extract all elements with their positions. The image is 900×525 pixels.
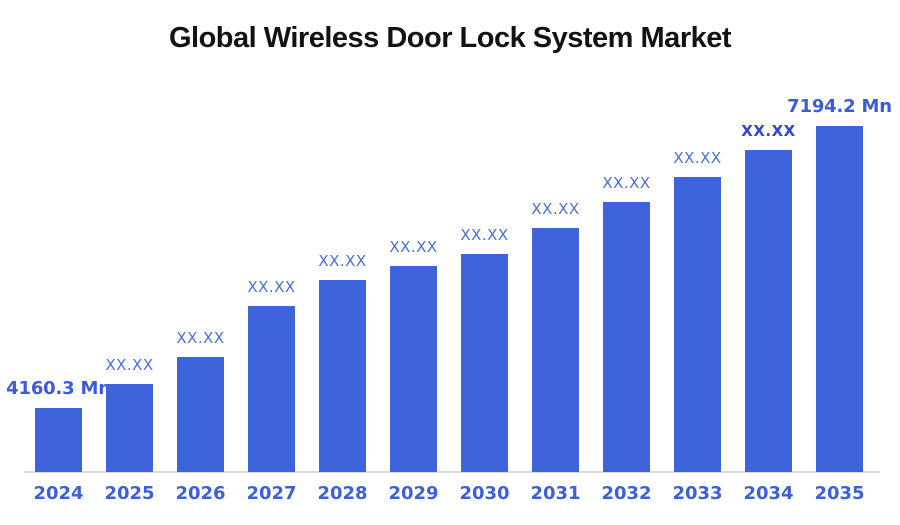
value-label-2024: 4160.3 Mn <box>6 378 111 399</box>
value-label-2035: 7194.2 Mn <box>787 96 892 117</box>
bar-2025 <box>106 384 153 472</box>
year-label-2035: 2035 <box>814 483 865 504</box>
value-label-2031: XX.XX <box>531 200 580 218</box>
year-label-2025: 2025 <box>104 483 155 504</box>
year-label-2026: 2026 <box>175 483 226 504</box>
year-label-2033: 2033 <box>672 483 723 504</box>
chart-title: Global Wireless Door Lock System Market <box>168 22 732 54</box>
year-label-2034: 2034 <box>743 483 794 504</box>
value-label-2027: XX.XX <box>247 278 296 296</box>
bar-2026 <box>177 357 224 472</box>
bar-2028 <box>319 280 366 472</box>
value-label-2028: XX.XX <box>318 252 367 270</box>
bar-2034 <box>745 150 792 472</box>
bar-2035 <box>816 126 863 472</box>
value-label-2029: XX.XX <box>389 238 438 256</box>
bar-2031 <box>532 228 579 472</box>
year-label-2027: 2027 <box>246 483 297 504</box>
year-label-2029: 2029 <box>388 483 439 504</box>
year-label-2024: 2024 <box>33 483 84 504</box>
value-label-2032: XX.XX <box>602 174 651 192</box>
year-label-2032: 2032 <box>601 483 652 504</box>
year-label-2031: 2031 <box>530 483 581 504</box>
bar-2032 <box>603 202 650 472</box>
bar-2024 <box>35 408 82 472</box>
year-label-2030: 2030 <box>459 483 510 504</box>
bar-2030 <box>461 254 508 472</box>
value-label-2025: XX.XX <box>105 356 154 374</box>
x-axis-line <box>24 471 880 473</box>
value-label-2033: XX.XX <box>673 149 722 167</box>
value-label-2026: XX.XX <box>176 329 225 347</box>
value-label-2030: XX.XX <box>460 226 509 244</box>
year-label-2028: 2028 <box>317 483 368 504</box>
bar-2033 <box>674 177 721 472</box>
bar-2027 <box>248 306 295 472</box>
bar-2029 <box>390 266 437 472</box>
value-label-2034: XX.XX <box>741 122 796 140</box>
